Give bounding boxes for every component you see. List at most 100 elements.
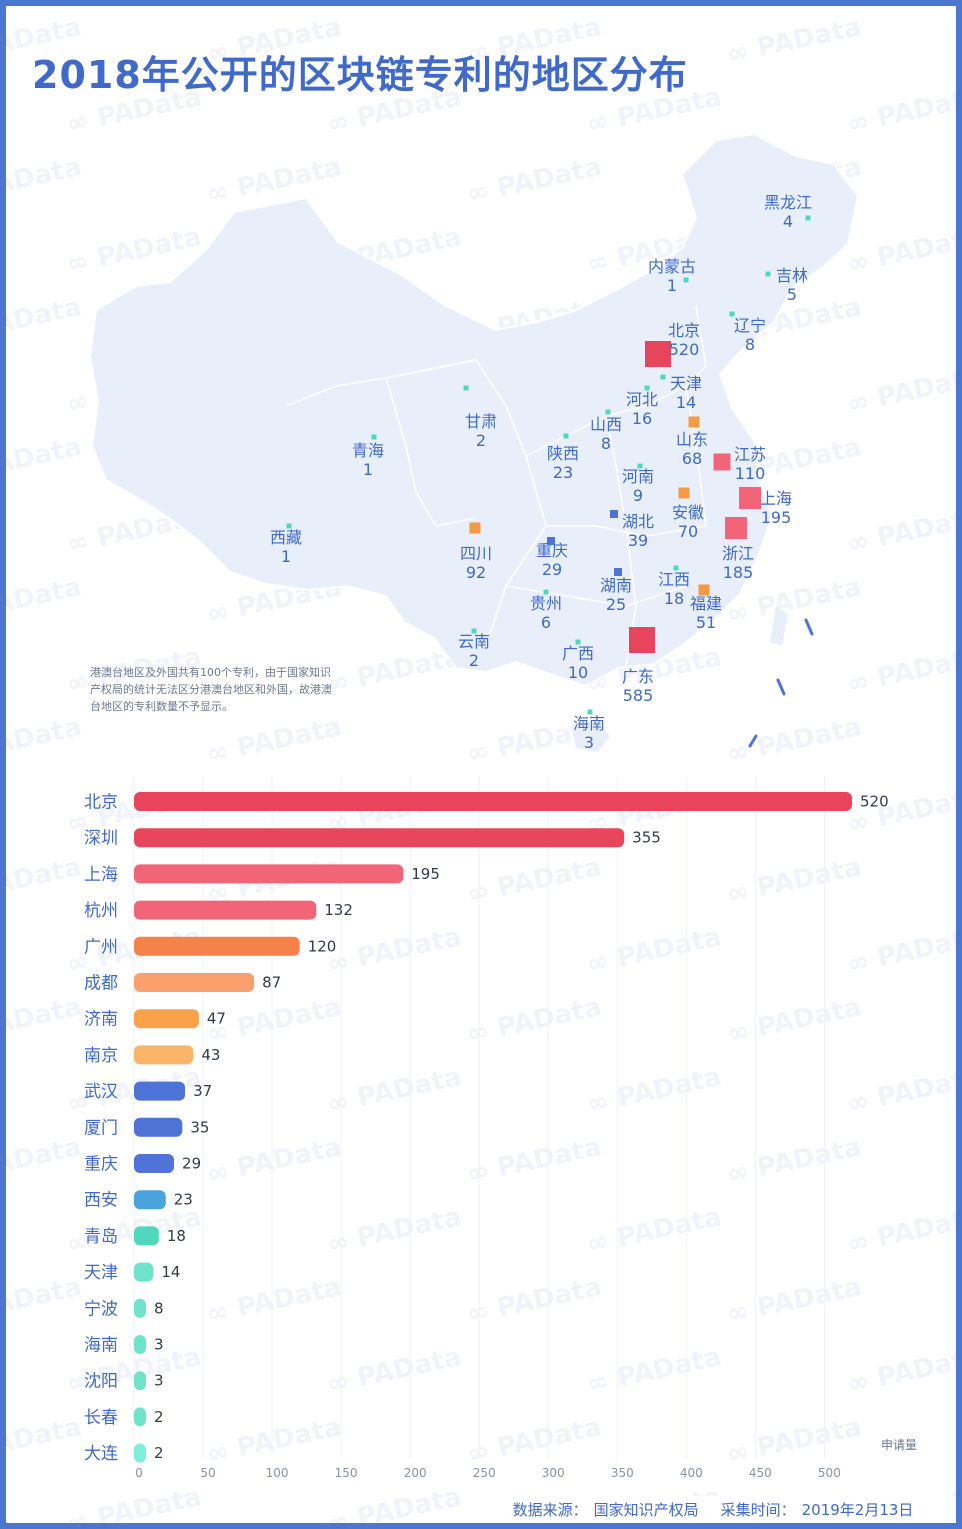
x-tick-label: 0 <box>135 1466 143 1480</box>
province-marker <box>683 277 689 283</box>
category-label: 海南 <box>84 1336 118 1356</box>
province-name: 湖北 <box>622 512 654 531</box>
province-marker <box>563 433 569 439</box>
province-value: 70 <box>678 522 698 541</box>
province-name: 青海 <box>352 441 384 460</box>
province-name: 安徽 <box>672 503 704 522</box>
province-value: 18 <box>664 589 684 608</box>
province-value: 8 <box>745 335 755 354</box>
province-marker <box>713 453 731 471</box>
province-name: 浙江 <box>722 544 754 563</box>
province-value: 92 <box>466 563 486 582</box>
category-label: 天津 <box>84 1263 118 1283</box>
province-name: 河北 <box>626 390 658 409</box>
bar-value-label: 3 <box>154 1372 164 1390</box>
bar <box>134 1045 194 1065</box>
category-label: 武汉 <box>84 1082 118 1102</box>
province-name: 甘肃 <box>465 412 497 431</box>
province-value: 25 <box>606 595 626 614</box>
province-name: 内蒙古 <box>648 257 696 276</box>
date-value: 2019年2月13日 <box>801 1501 914 1519</box>
hainan-island-shape <box>572 722 610 752</box>
x-tick-label: 450 <box>749 1466 772 1480</box>
province-marker <box>543 589 549 595</box>
province-value: 16 <box>632 409 652 428</box>
province-name: 天津 <box>670 374 702 393</box>
x-tick-label: 100 <box>266 1466 289 1480</box>
category-label: 青岛 <box>84 1227 118 1247</box>
province-name: 西藏 <box>270 528 302 547</box>
x-tick-label: 250 <box>473 1466 496 1480</box>
bar <box>134 1443 146 1463</box>
province-marker <box>463 385 469 391</box>
infographic-frame: ∞ PAData∞ PAData∞ PAData∞ PAData∞ PAData… <box>6 6 956 1523</box>
province-value: 10 <box>568 663 588 682</box>
province-borders <box>285 305 707 667</box>
category-label: 广州 <box>84 937 118 957</box>
province-marker <box>645 341 671 367</box>
category-label: 宁波 <box>84 1299 118 1319</box>
province-name: 辽宁 <box>734 316 766 335</box>
source-label: 数据来源： <box>512 1501 588 1519</box>
province-marker <box>469 522 481 534</box>
x-tick-label: 150 <box>335 1466 358 1480</box>
chart-gridlines <box>133 776 825 1458</box>
bar-chart: 北京 520 深圳 355 上海 195 杭州 132 广州 120 成都 87 济南 47 南京 43 武汉 3… <box>84 776 889 1480</box>
province-name: 吉林 <box>776 266 808 285</box>
province-value: 520 <box>669 340 700 359</box>
province-marker <box>805 215 811 221</box>
province-value: 68 <box>682 449 702 468</box>
province-marker <box>739 487 761 509</box>
category-label: 大连 <box>84 1444 118 1464</box>
bar-value-label: 47 <box>207 1010 226 1028</box>
province-marker <box>605 409 611 415</box>
category-label: 杭州 <box>84 901 118 921</box>
province-marker <box>629 627 655 653</box>
source-value: 国家知识产权局 <box>593 1501 699 1519</box>
bar-value-label: 87 <box>262 974 281 992</box>
province-name: 重庆 <box>536 541 568 560</box>
province-value: 5 <box>787 285 797 304</box>
chart-bars: 北京 520 深圳 355 上海 195 杭州 132 广州 120 成都 87 济南 47 南京 43 武汉 3… <box>84 792 889 1464</box>
bar-value-label: 3 <box>154 1336 164 1354</box>
province-name: 广西 <box>562 644 594 663</box>
province-name: 陕西 <box>547 444 579 463</box>
bar-value-label: 29 <box>182 1155 201 1173</box>
category-label: 成都 <box>84 974 118 994</box>
province-value: 29 <box>542 560 562 579</box>
province-marker <box>725 517 747 539</box>
bar <box>134 1298 146 1318</box>
bar-value-label: 37 <box>193 1082 212 1100</box>
province-marker <box>678 487 690 499</box>
province-name: 山西 <box>590 415 622 434</box>
province-name: 福建 <box>690 594 722 613</box>
bar <box>134 1009 199 1029</box>
province-marker <box>575 639 581 645</box>
x-axis-unit-label: 申请量 <box>881 1438 918 1452</box>
province-value: 1 <box>281 547 291 566</box>
province-name: 贵州 <box>530 594 562 613</box>
province-value: 6 <box>541 613 551 632</box>
province-name: 海南 <box>573 714 605 733</box>
map-footnote: 港澳台地区及外国共有100个专利，由于国家知识产权局的统计无法区分港澳台地区和外… <box>90 666 332 713</box>
x-tick-label: 500 <box>818 1466 841 1480</box>
province-name: 江西 <box>658 570 690 589</box>
category-label: 济南 <box>84 1010 118 1030</box>
province-value: 1 <box>363 460 373 479</box>
province-marker <box>765 271 771 277</box>
bar <box>134 1154 175 1173</box>
province-value: 195 <box>761 508 792 527</box>
bar-value-label: 2 <box>154 1444 164 1462</box>
province-marker <box>637 463 643 469</box>
bar <box>134 864 404 884</box>
bar <box>134 1226 159 1246</box>
province-marker <box>660 374 666 380</box>
province-name: 河南 <box>622 467 654 486</box>
bar <box>134 900 317 920</box>
bar <box>134 1081 186 1101</box>
province-marker <box>644 385 650 391</box>
province-name: 广东 <box>622 667 654 686</box>
province-value: 3 <box>584 733 594 752</box>
